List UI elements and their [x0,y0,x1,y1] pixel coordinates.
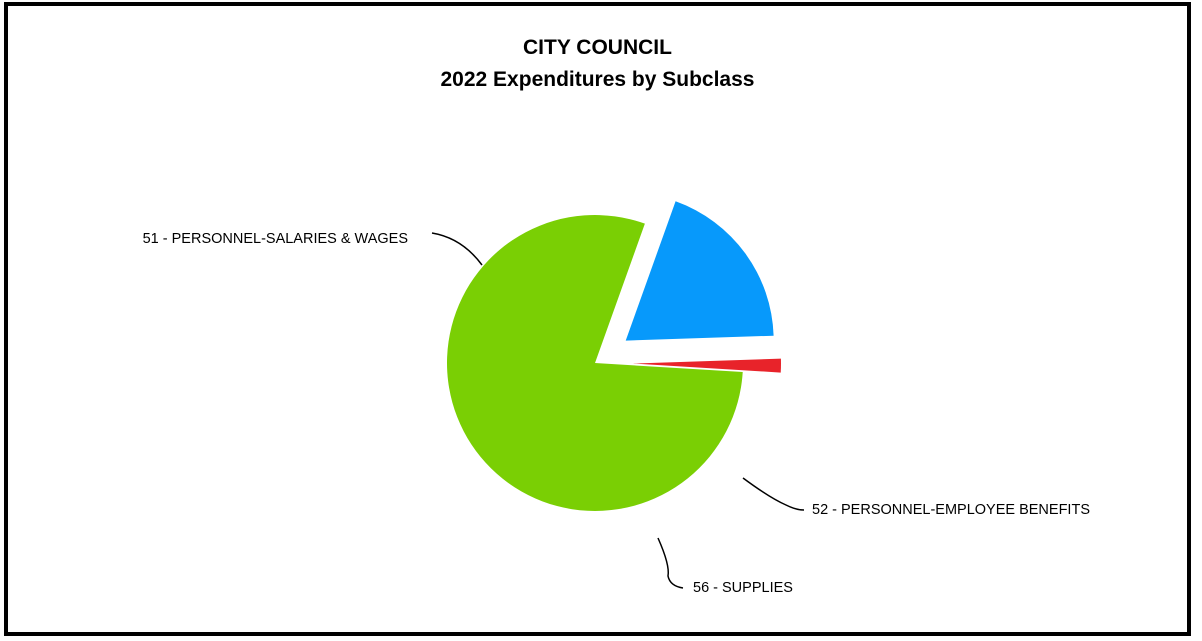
pie-slice-2 [625,201,774,341]
leader-line-3 [657,537,684,589]
slice-label-3: 56 - SUPPLIES [693,580,793,596]
slice-label-1: 51 - PERSONNEL-SALARIES & WAGES [143,231,408,247]
pie-slice-1 [447,214,743,512]
leader-line-2 [742,477,805,511]
pie-slice-3 [632,358,781,373]
pie-slices [447,201,781,512]
slice-labels: 51 - PERSONNEL-SALARIES & WAGES 52 - PERS… [143,231,1090,596]
leader-lines [431,232,805,589]
chart-subtitle: 2022 Expenditures by Subclass [440,68,755,91]
chart-title: CITY COUNCIL [523,36,672,59]
slice-label-2: 52 - PERSONNEL-EMPLOYEE BENEFITS [812,502,1090,518]
leader-line-1 [431,232,483,266]
